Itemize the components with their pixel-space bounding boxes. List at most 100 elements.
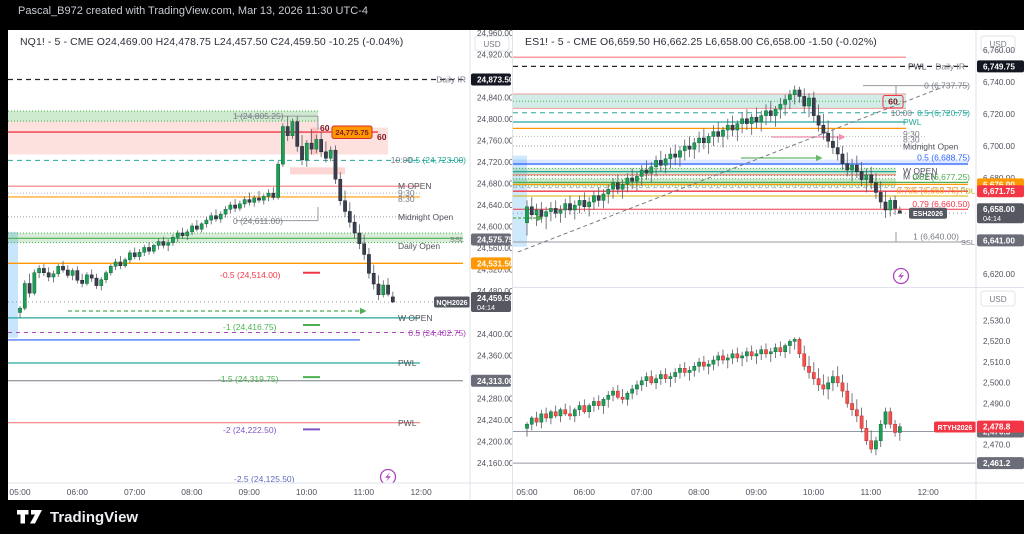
chart-label: -0.5 (24,514.00) (220, 270, 281, 280)
plot-badge (934, 421, 976, 433)
es-chart-canvas[interactable]: PWL Daily IR 0 (6,737.75) 10:00 0.5 (6,720.7… (513, 30, 1024, 287)
tradingview-logo[interactable]: TradingView (16, 506, 138, 528)
price-tick-label: 24,640.00 (477, 201, 512, 210)
price-tick-label: 6,760.00 (983, 46, 1015, 55)
pattern-lightning-icon[interactable] (892, 267, 910, 285)
es-chart-panel[interactable]: ES1! - 5 - CME O6,659.50 H6,662.25 L6,65… (512, 30, 1024, 287)
watermark-bar: Pascal_B972 created with TradingView.com… (0, 0, 1024, 30)
plot-badge (882, 95, 904, 109)
chart-label: Midnight Open (903, 142, 959, 152)
chart-label: Daily Open (398, 241, 440, 251)
price-tick-label: 24,520.00 (477, 265, 512, 274)
price-tick-label: 24,400.00 (477, 330, 512, 339)
price-axis-badge (977, 60, 1024, 73)
price-axis-badge-value: 6,749.75 (983, 62, 1015, 71)
currency-label: USD (989, 295, 1006, 304)
price-tick-label: 24,960.00 (477, 30, 512, 38)
watermark-text: Pascal_B972 created with TradingView.com… (18, 5, 368, 17)
rty-price-axis[interactable]: USD 2,530.0 2,520.0 2,510.0 2,500.0 2,490.0 2,… (975, 287, 1024, 500)
price-tick-label: 6,620.00 (983, 270, 1015, 279)
price-tick-label: 24,280.00 (477, 394, 512, 403)
chart-label: 8:30 (398, 194, 415, 204)
price-tick-label: 24,480.00 (477, 287, 512, 296)
price-tick-label: 24,200.00 (477, 437, 512, 446)
nq-price-axis[interactable]: USD 24,960.00 24,920.00 24,840.00 24,800.00 2… (469, 30, 512, 500)
chart-label: SSL (450, 235, 464, 244)
price-tick-label: 2,520.0 (983, 337, 1011, 346)
time-tick-label: 11:00 (860, 487, 881, 497)
chart-label: 0.5 (6,720.75) (917, 108, 970, 118)
price-tick-label: 24,600.00 (477, 222, 512, 231)
price-tick-label: 2,500.0 (983, 379, 1011, 388)
time-tick-label: 12:00 (917, 487, 939, 497)
price-axis-badge (977, 420, 1024, 433)
price-tick-label: 24,920.00 (477, 50, 512, 59)
arrowhead-icon (360, 307, 367, 315)
nq-plot-area[interactable]: Daily IR 1 (24,805.25) 60 60 10:000.5 (24,72… (8, 75, 470, 485)
currency-box[interactable] (980, 290, 1016, 307)
supply-demand-zone (513, 94, 906, 109)
chart-label: M OPEN (903, 172, 937, 182)
currency-box[interactable] (980, 35, 1016, 52)
es-candles-series (525, 85, 902, 236)
nq-time-axis[interactable]: 05:00 06:00 07:00 08:00 09:00 10:00 11:00 12:00 (8, 482, 512, 497)
time-tick-label: 08:00 (181, 487, 203, 497)
plot-badge-label: ESH2026 (913, 211, 943, 218)
chart-label: -1 (24,416.75) (223, 322, 277, 332)
chart-label: Midnight Open (398, 212, 454, 222)
price-tick-label: 2,530.0 (983, 317, 1011, 326)
price-tick-label: 24,800.00 (477, 115, 512, 124)
price-tick-label: 24,840.00 (477, 93, 512, 102)
chart-label: 0 (6,737.75) (924, 81, 970, 91)
time-tick-label: 10:00 (803, 487, 825, 497)
price-axis-badge-value: 2,478.8 (983, 423, 1011, 432)
nq-symbol-header[interactable]: NQ1! - 5 - CME O24,469.00 H24,478.75 L24… (20, 36, 404, 48)
drawing-path (517, 86, 944, 253)
bar-countdown: 04:14 (477, 303, 495, 312)
es-symbol-header[interactable]: ES1! - 5 - CME O6,659.50 H6,662.25 L6,65… (525, 36, 877, 48)
currency-box[interactable] (474, 35, 510, 52)
chart-label: 0.79 (6,660.50) (912, 199, 970, 209)
pattern-lightning-icon[interactable] (379, 468, 397, 485)
session-highlight-band (8, 231, 18, 338)
rty-candles-series (525, 337, 902, 456)
price-axis-badge (471, 292, 511, 313)
time-tick-label: 09:00 (746, 487, 768, 497)
chart-label: 10:00 (391, 155, 413, 165)
chart-label: -2.5 (24,125.50) (234, 474, 295, 484)
chart-label: 0.5 (24,723.00) (408, 155, 466, 165)
chart-label: 60 (377, 132, 387, 142)
price-axis-badge-value: 24,459.50 (477, 294, 512, 303)
price-axis-badge-value: 2,461.2 (983, 459, 1011, 468)
chart-label: 0.705 (6,668.75) (897, 186, 960, 196)
price-axis-badge-value: 6,641.00 (983, 236, 1015, 245)
plot-badge-label: NQH2026 (436, 300, 467, 307)
rty-chart-canvas[interactable]: RTYH2026 USD 2,530.0 2,520.0 2,510.0 2,500.0 2… (513, 287, 1024, 500)
rty-time-axis[interactable]: 05:00 06:00 07:00 08:00 09:00 10:00 11:00 12:00 (513, 482, 1024, 497)
price-axis-badge (471, 374, 511, 387)
time-tick-label: 06:00 (67, 487, 89, 497)
price-axis-badge-value: 24,313.00 (477, 377, 512, 386)
tradingview-logo-icon (17, 510, 42, 524)
chart-label: 1 (24,805.25) (233, 111, 284, 121)
chart-label: 0.62 (6,677.25) (912, 172, 970, 182)
chart-label: PWL (908, 62, 927, 72)
chart-label: PDL (960, 187, 975, 196)
price-tick-label: 6,720.00 (983, 110, 1015, 119)
time-tick-label: 12:00 (410, 487, 432, 497)
chart-label: 60 (320, 123, 330, 133)
es-plot-area[interactable]: PWL Daily IR 0 (6,737.75) 10:00 0.5 (6,720.7… (513, 56, 975, 285)
nq-chart-panel[interactable]: NQ1! - 5 - CME O24,469.00 H24,478.75 L24… (8, 30, 512, 500)
time-tick-label: 09:00 (239, 487, 261, 497)
arrowhead-icon (839, 133, 846, 141)
rty-plot-area[interactable]: RTYH2026 (513, 337, 976, 464)
chart-label: Daily IR (935, 62, 965, 72)
price-axis-badge-value: 24,531.50 (477, 259, 512, 268)
rty-chart-panel[interactable]: RTYH2026 USD 2,530.0 2,520.0 2,510.0 2,500.0 2… (512, 287, 1024, 500)
plot-badge (909, 207, 947, 219)
plot-badge-label: 60 (888, 97, 898, 107)
footer-bar: TradingView (0, 500, 1024, 534)
price-tick-label: 24,680.00 (477, 179, 512, 188)
